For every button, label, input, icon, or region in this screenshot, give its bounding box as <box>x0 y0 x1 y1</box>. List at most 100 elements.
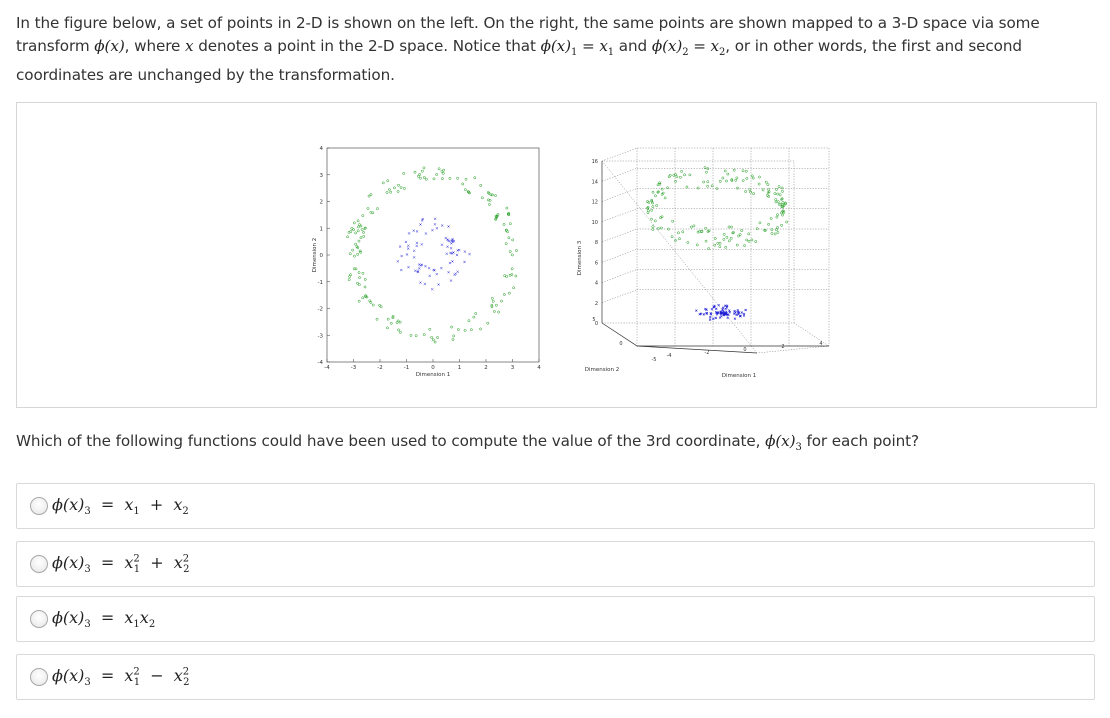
inner-point <box>419 281 422 284</box>
outer-point-3d <box>747 232 751 236</box>
outer-point-3d <box>781 190 784 193</box>
option-3-radio[interactable] <box>30 610 48 628</box>
outer-point-3d <box>777 202 781 206</box>
outer-point <box>376 207 379 211</box>
outer-point-3d <box>710 184 714 188</box>
eq1-math: ϕ(x)1 = x1 <box>540 37 615 59</box>
outer-point <box>432 177 436 181</box>
outer-point-3d <box>660 187 664 191</box>
outer-point <box>490 303 494 307</box>
outer-point-3d <box>780 197 784 201</box>
left-y-tick-label: 1 <box>320 226 324 232</box>
inner-point-3d <box>721 310 725 313</box>
outer-point-3d <box>674 179 677 183</box>
outer-point <box>448 176 452 180</box>
option-1-radio[interactable] <box>30 497 48 515</box>
outer-point-3d <box>646 205 650 209</box>
option-2[interactable]: ϕ(x)3 = x21 + x22 <box>16 541 1095 587</box>
outer-point-3d <box>651 190 655 194</box>
inner-point <box>463 250 467 253</box>
outer-point <box>418 173 422 176</box>
inner-point <box>420 243 424 246</box>
outer-point-3d <box>689 225 693 229</box>
outer-point <box>452 334 456 338</box>
inner-point <box>447 270 450 274</box>
outer-point-3d <box>736 186 739 190</box>
outer-point-3d <box>785 220 789 224</box>
outer-point <box>362 231 365 234</box>
outer-point <box>422 176 426 179</box>
outer-point-3d <box>774 200 778 204</box>
outer-point-3d <box>776 213 779 217</box>
outer-point-3d <box>757 182 761 186</box>
right-grid-line <box>601 289 638 303</box>
right-3d-axes <box>601 161 829 354</box>
outer-point-3d <box>769 217 773 220</box>
option-3[interactable]: ϕ(x)3 = x1x2 <box>16 596 1095 642</box>
outer-point <box>386 317 390 321</box>
outer-point-3d <box>767 188 771 192</box>
inner-point <box>405 253 409 256</box>
inner-point <box>431 228 434 232</box>
right-grid-line <box>601 208 638 222</box>
option-4-formula: ϕ(x)3 = x21 − x22 <box>52 665 190 689</box>
inner-point <box>435 227 439 230</box>
option-4[interactable]: ϕ(x)3 = x21 − x22 <box>16 654 1095 700</box>
outer-point <box>354 267 358 271</box>
right-3d-grid <box>601 147 830 354</box>
outer-point <box>371 303 375 307</box>
inner-point <box>407 232 411 235</box>
outer-point <box>358 223 361 227</box>
outer-point-3d <box>755 227 759 231</box>
outer-point-3d <box>754 240 758 243</box>
inner-point-3d <box>742 314 746 317</box>
outer-point-3d <box>722 233 726 236</box>
right-grid-line <box>601 249 638 263</box>
outer-point <box>369 211 373 214</box>
left-x-tick-label: -3 <box>351 365 357 371</box>
left-y-tick-label: -1 <box>318 280 323 286</box>
intro-paragraph: In the figure below, a set of points in … <box>16 12 1086 87</box>
phi-x-math: ϕ(x) <box>94 37 125 55</box>
outer-point-3d <box>776 231 780 234</box>
outer-point-3d <box>718 245 722 249</box>
left-y-tick-label: -4 <box>318 360 324 366</box>
outer-point-3d <box>650 198 654 202</box>
inner-point-3d <box>722 313 726 317</box>
inner-point-3d <box>702 313 705 316</box>
inner-point <box>440 266 443 270</box>
right-y-ticks: 50-5 <box>592 317 656 363</box>
option-4-radio[interactable] <box>30 668 48 686</box>
inner-point-3d <box>728 309 731 312</box>
option-2-radio[interactable] <box>30 555 48 573</box>
outer-point <box>381 181 385 185</box>
inner-point <box>424 264 427 268</box>
outer-point <box>378 304 381 307</box>
inner-point <box>415 244 418 248</box>
outer-point-3d <box>784 202 787 206</box>
left-y-tick-label: 4 <box>320 146 324 152</box>
outer-point <box>509 222 512 226</box>
outer-point-3d <box>704 226 707 230</box>
left-x-axis-label: Dimension 1 <box>416 372 450 378</box>
outer-point <box>491 300 495 303</box>
inner-point-3d <box>698 313 701 316</box>
option-1[interactable]: ϕ(x)3 = x1 + x2 <box>16 483 1095 529</box>
right-points <box>646 166 789 321</box>
outer-point-3d <box>702 180 706 184</box>
inner-point <box>428 274 431 278</box>
outer-point-3d <box>751 176 755 180</box>
outer-point <box>510 267 514 271</box>
inner-point-3d <box>733 312 736 315</box>
inner-point-3d <box>710 308 714 311</box>
outer-point-3d <box>750 174 754 178</box>
outer-point-3d <box>658 182 662 186</box>
right-z-tick-label: 2 <box>595 301 598 307</box>
outer-point-3d <box>734 178 738 182</box>
outer-point <box>425 177 428 181</box>
outer-point-3d <box>688 173 692 177</box>
outer-point <box>361 214 365 217</box>
left-x-tick-label: 4 <box>537 365 541 371</box>
outer-point <box>414 334 418 338</box>
